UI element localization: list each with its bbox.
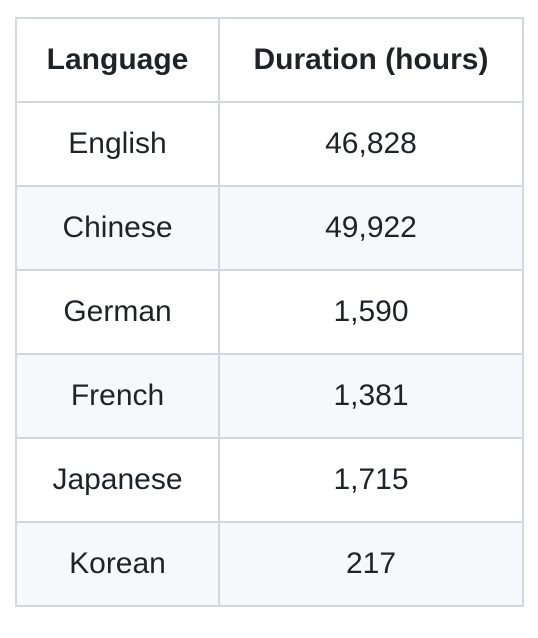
cell-duration: 1,381 [218, 353, 524, 439]
cell-language: Chinese [15, 185, 220, 271]
cell-duration: 49,922 [218, 185, 524, 271]
language-duration-table-container: Language Duration (hours) English 46,828… [15, 17, 524, 607]
cell-language: English [15, 101, 220, 187]
header-language: Language [15, 17, 220, 103]
header-duration-hours: Duration (hours) [218, 17, 524, 103]
table-row: French 1,381 [15, 353, 524, 439]
cell-language: German [15, 269, 220, 355]
cell-duration: 46,828 [218, 101, 524, 187]
cell-language: Korean [15, 521, 220, 607]
table-header-row: Language Duration (hours) [15, 17, 524, 103]
table-row: Chinese 49,922 [15, 185, 524, 271]
cell-duration: 217 [218, 521, 524, 607]
table-row: Japanese 1,715 [15, 437, 524, 523]
cell-language: French [15, 353, 220, 439]
language-duration-table: Language Duration (hours) English 46,828… [15, 17, 524, 607]
cell-duration: 1,715 [218, 437, 524, 523]
table-row: English 46,828 [15, 101, 524, 187]
cell-language: Japanese [15, 437, 220, 523]
table-row: German 1,590 [15, 269, 524, 355]
table-row: Korean 217 [15, 521, 524, 607]
cell-duration: 1,590 [218, 269, 524, 355]
